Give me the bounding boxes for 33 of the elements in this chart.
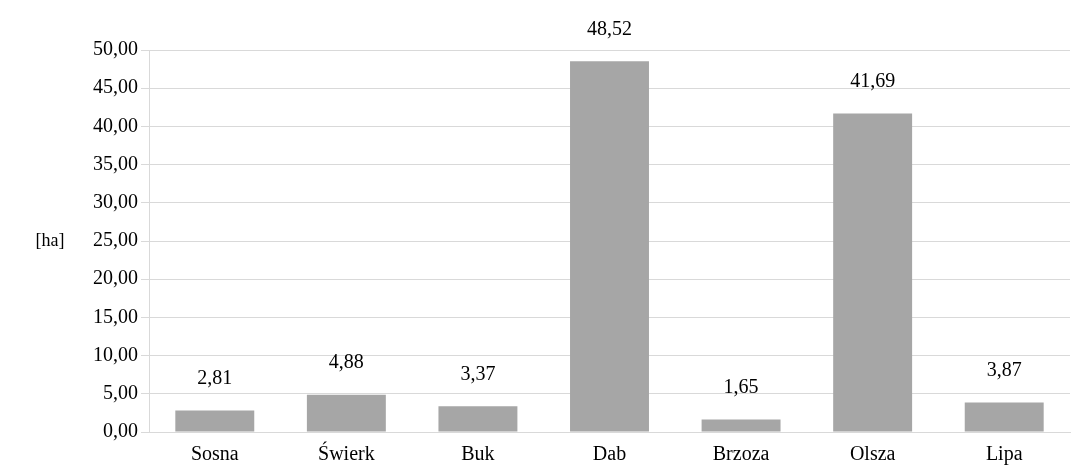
y-tick-label: 35,00 [93, 151, 138, 174]
x-tick-label: Buk [461, 442, 495, 465]
data-label: 3,37 [460, 361, 496, 384]
x-tick-label: Olsza [849, 442, 896, 465]
bar [701, 419, 781, 432]
y-tick-label: 25,00 [93, 228, 138, 251]
data-label: 2,81 [197, 365, 233, 388]
bar [438, 406, 518, 432]
y-tick-label: 30,00 [93, 190, 138, 213]
bar [570, 61, 649, 432]
y-tick-label: 15,00 [93, 304, 138, 327]
y-tick-label: 10,00 [93, 342, 138, 365]
y-tick-label: 45,00 [93, 75, 138, 98]
bar [175, 410, 255, 432]
y-axis-title: [ha] [35, 229, 65, 250]
y-tick-label: 5,00 [103, 381, 138, 404]
data-label: 41,69 [850, 68, 896, 91]
bar [833, 113, 913, 432]
data-label: 1,65 [723, 374, 759, 397]
y-tick-label: 50,00 [93, 37, 138, 60]
y-tick-label: 20,00 [93, 266, 138, 289]
x-tick-label: Brzoza [712, 442, 770, 465]
bar [964, 402, 1044, 432]
x-tick-label: Lipa [985, 442, 1023, 466]
data-label: 48,52 [587, 16, 632, 39]
x-tick-label: Świerk [318, 441, 375, 465]
data-label: 4,88 [328, 349, 364, 372]
y-tick-label: 0,00 [103, 419, 138, 442]
x-tick-label: Dab [592, 442, 627, 465]
data-label: 3,87 [986, 357, 1022, 380]
bar [306, 394, 386, 432]
x-tick-label: Sosna [190, 442, 239, 465]
y-tick-label: 40,00 [93, 113, 138, 136]
